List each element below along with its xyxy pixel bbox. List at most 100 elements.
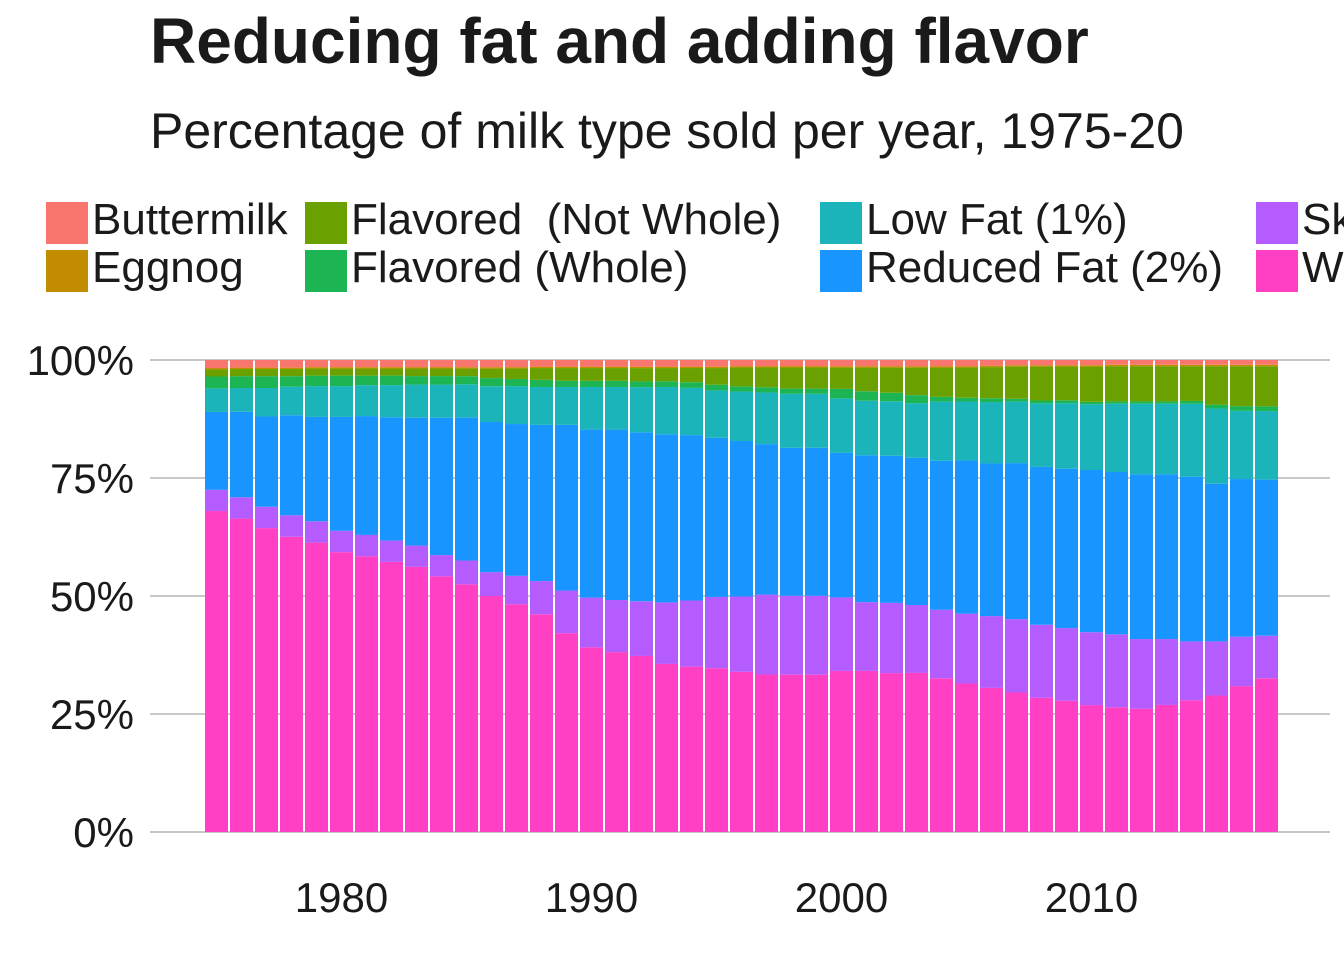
bar-segment: [530, 368, 553, 380]
bar-segment: [730, 596, 753, 672]
bar-segment: [930, 609, 953, 679]
bar-segment: [955, 367, 978, 398]
bar-segment: [1180, 366, 1203, 401]
bar-segment: [530, 360, 553, 367]
bar-segment: [430, 368, 453, 377]
bar-segment: [955, 397, 978, 402]
legend-key-whole: [1256, 250, 1298, 292]
bar-segment: [730, 391, 753, 442]
bar-segment: [1180, 476, 1203, 642]
bar-segment: [480, 368, 503, 379]
bar-segment: [305, 521, 328, 543]
bar-segment: [1030, 403, 1053, 467]
bar-segment: [1255, 360, 1278, 365]
bar-segment: [580, 597, 603, 648]
bar-segment: [805, 595, 828, 675]
bar-segment: [305, 360, 328, 368]
bar-segment: [780, 595, 803, 675]
bar-segment: [680, 368, 703, 383]
bar-segment: [655, 360, 678, 367]
bar-segment: [255, 528, 278, 832]
bar-segment: [605, 386, 628, 430]
bar-segment: [1255, 406, 1278, 412]
bar-segment: [205, 360, 228, 369]
bar-segment: [330, 416, 353, 531]
bar-segment: [1155, 366, 1178, 402]
y-tick-label: 100%: [27, 337, 134, 384]
bar-segment: [855, 400, 878, 456]
bar-segment: [905, 366, 928, 368]
bar-segment: [530, 581, 553, 615]
bar-segment: [930, 678, 953, 832]
bar-segment: [1030, 624, 1053, 698]
bar-segment: [1005, 401, 1028, 464]
bar-segment: [330, 360, 353, 368]
bar-segment: [1080, 404, 1103, 471]
bar-segment: [230, 518, 253, 832]
bar-segment: [1230, 364, 1253, 367]
bar-segment: [255, 388, 278, 417]
legend: Buttermilk Eggnog Flavored (Not Whole) F…: [0, 198, 1344, 298]
bar-segment: [505, 378, 528, 387]
bar-segment: [455, 376, 478, 385]
bar-segment: [930, 396, 953, 402]
bar-segment: [380, 385, 403, 418]
bar-segment: [205, 411, 228, 490]
bar-segment: [830, 360, 853, 367]
bar-segment: [730, 367, 753, 387]
bar-segment: [480, 367, 503, 369]
bar-segment: [805, 393, 828, 448]
bar-segment: [380, 360, 403, 368]
bar-segment: [780, 360, 803, 367]
bar-segment: [555, 633, 578, 832]
bar-segment: [1205, 366, 1228, 405]
bar-segment: [680, 387, 703, 436]
bar-segment: [880, 367, 903, 393]
bar-segment: [380, 561, 403, 832]
bar-segment: [430, 576, 453, 832]
bar-segment: [1205, 360, 1228, 365]
legend-key-flavored-whole: [305, 250, 347, 292]
bar-segment: [755, 367, 778, 388]
bar-segment: [455, 367, 478, 369]
bar-segment: [805, 360, 828, 367]
bar-segment: [280, 360, 303, 368]
bar-segment: [330, 386, 353, 417]
bar-segment: [830, 452, 853, 598]
bar-segment: [1055, 360, 1078, 366]
bar-segment: [480, 421, 503, 573]
bar-segment: [1155, 401, 1178, 404]
bar-segment: [1080, 632, 1103, 706]
bar-segment: [530, 386, 553, 425]
bar-segment: [1255, 678, 1278, 832]
bar-segment: [405, 367, 428, 369]
bar-segment: [1080, 705, 1103, 832]
bar-segment: [630, 432, 653, 602]
bar-segment: [305, 375, 328, 387]
bar-segment: [680, 435, 703, 601]
bar-segment: [1105, 472, 1128, 635]
bar-segment: [955, 360, 978, 367]
bar-segment: [655, 366, 678, 369]
bar-segment: [680, 382, 703, 388]
bar-segment: [705, 390, 728, 438]
bar-segment: [1205, 483, 1228, 642]
chart-subtitle: Percentage of milk type sold per year, 1…: [150, 103, 1184, 159]
bar-segment: [205, 489, 228, 512]
bar-segment: [755, 444, 778, 595]
x-tick-label: 2000: [795, 874, 888, 921]
bar-segment: [805, 447, 828, 596]
bar-segment: [205, 388, 228, 412]
bar-segment: [1030, 365, 1053, 367]
bar-segment: [830, 398, 853, 453]
bar-segment: [280, 515, 303, 537]
bar-segment: [555, 368, 578, 381]
bar-segment: [405, 368, 428, 377]
bar-segment: [355, 534, 378, 557]
bar-segment: [1105, 707, 1128, 832]
bar-segment: [1180, 364, 1203, 367]
bar-segment: [555, 380, 578, 387]
bar-segment: [830, 670, 853, 832]
bar-segment: [555, 424, 578, 591]
bar-segment: [1130, 366, 1153, 402]
